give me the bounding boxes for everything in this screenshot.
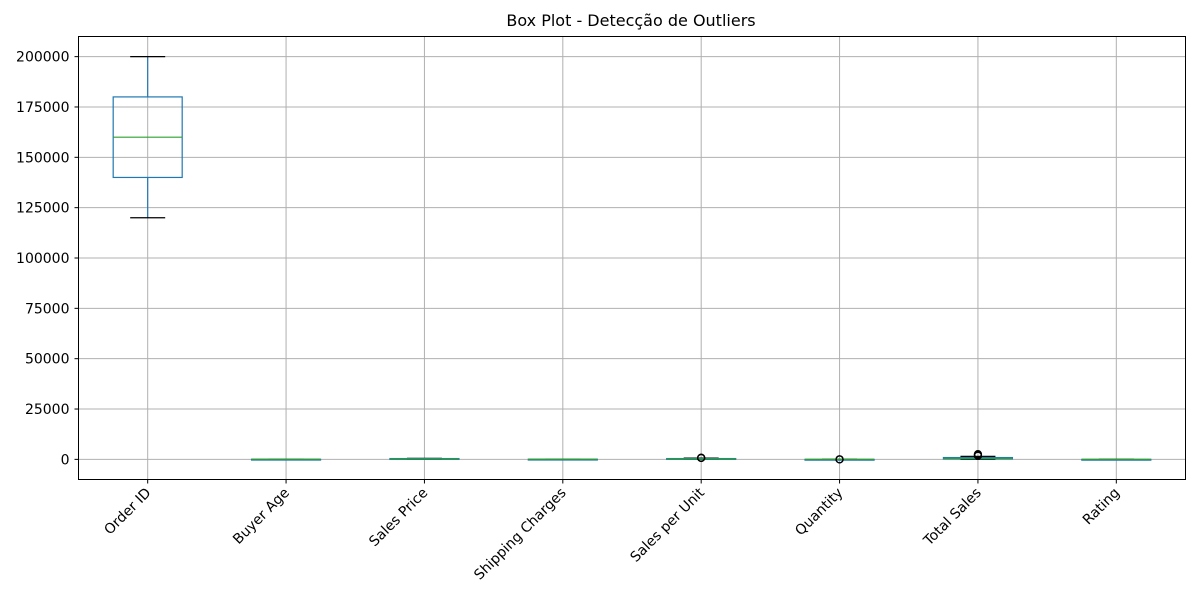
x-tick-label: Sales Price [366, 485, 431, 550]
y-tick-label: 175000 [16, 100, 69, 116]
box-quantity [804, 455, 875, 464]
boxes-layer [112, 56, 1152, 464]
x-tick-label: Sales per Unit [627, 485, 708, 566]
outlier-point [697, 453, 706, 462]
y-tick-label: 125000 [16, 201, 69, 217]
x-tick-label: Buyer Age [230, 485, 293, 548]
box-sales-price [389, 457, 460, 460]
y-tick-label: 50000 [25, 352, 70, 368]
x-tick-label: Quantity [792, 485, 846, 539]
x-axis: Order ID Buyer Age Sales Price Shipping Cha… [101, 479, 1123, 583]
y-tick-label: 150000 [16, 150, 69, 166]
y-tick-label: 100000 [16, 251, 69, 267]
y-axis: 0 25000 50000 75000 100000 125000 150000 175000… [16, 50, 79, 468]
box-total-sales [942, 449, 1014, 460]
x-tick-label: Order ID [101, 485, 154, 538]
box-sales-per-unit [666, 453, 737, 463]
x-tick-label: Shipping Charges [471, 485, 569, 583]
chart-title: Box Plot - Detecção de Outliers [506, 11, 755, 30]
outlier-point [973, 449, 983, 459]
y-tick-label: 75000 [25, 301, 70, 317]
box-buyer-age [250, 458, 322, 461]
box-order-id [112, 56, 183, 219]
y-tick-label: 0 [61, 452, 70, 468]
grid-layer [78, 36, 1186, 480]
box-shipping-charges [527, 458, 598, 461]
outlier-point [835, 455, 844, 464]
plot-area-frame [78, 36, 1186, 480]
x-tick-label: Rating [1080, 485, 1123, 528]
y-tick-label: 25000 [25, 402, 70, 418]
y-tick-label: 200000 [16, 50, 69, 66]
x-tick-label: Total Sales [920, 485, 985, 550]
box-rating [1081, 458, 1152, 461]
